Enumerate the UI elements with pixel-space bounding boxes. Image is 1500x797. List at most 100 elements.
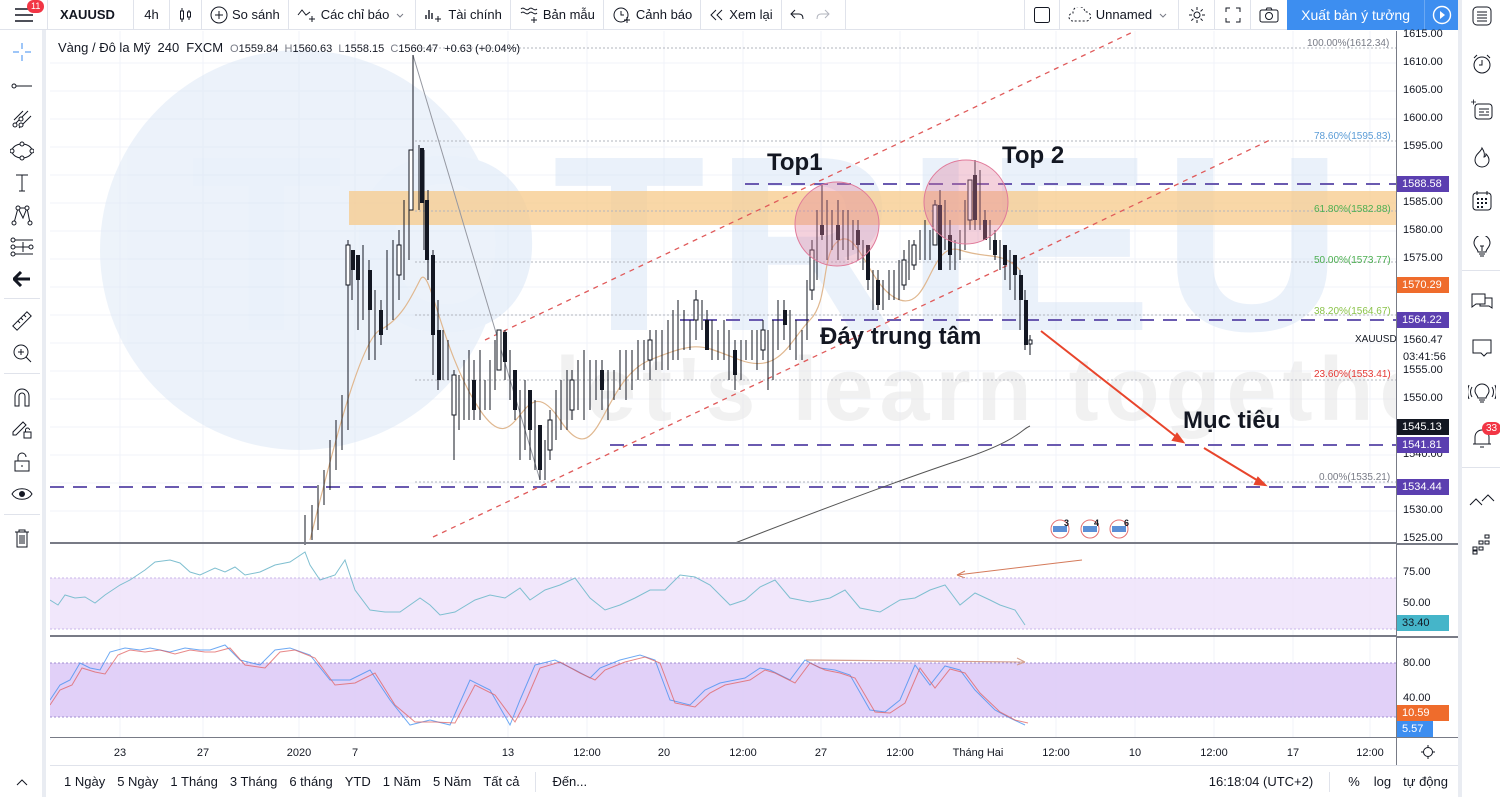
text-tool[interactable] xyxy=(10,171,34,195)
layout-widgets-button[interactable] xyxy=(1468,530,1496,558)
range-3m[interactable]: 3 Tháng xyxy=(229,774,278,789)
range-1d[interactable]: 1 Ngày xyxy=(64,774,106,789)
time-label: 12:00 xyxy=(886,747,914,759)
calendar-icon xyxy=(1472,191,1492,211)
range-5d[interactable]: 5 Ngày xyxy=(117,774,159,789)
pattern-icon xyxy=(11,205,33,226)
templates-icon xyxy=(520,7,538,23)
data-window-button[interactable] xyxy=(1468,96,1496,124)
icons-tool[interactable] xyxy=(10,267,34,291)
redo-icon[interactable] xyxy=(816,9,830,21)
hotlists-button[interactable] xyxy=(1468,143,1496,171)
chats-button[interactable] xyxy=(1468,288,1496,316)
price-axis[interactable]: 1615.00 1610.00 1605.00 1600.00 1595.00 … xyxy=(1355,28,1459,737)
watchlist-button[interactable] xyxy=(1468,2,1496,30)
annotation-top1[interactable]: Top1 xyxy=(767,149,823,176)
lightbulb-icon xyxy=(1473,236,1491,257)
pane-separator xyxy=(1397,543,1459,545)
chart-pane[interactable]: TOTRIEU let's learn together xyxy=(50,31,1396,737)
lock-drawings-button[interactable] xyxy=(10,450,34,474)
annotation-top2[interactable]: Top 2 xyxy=(1002,142,1065,169)
shapes-tool[interactable] xyxy=(10,139,34,163)
stay-in-drawing-mode[interactable] xyxy=(10,417,34,441)
prediction-tool[interactable] xyxy=(10,235,34,259)
layout-name-button[interactable]: Unnamed xyxy=(1060,0,1180,30)
undo-icon[interactable] xyxy=(789,9,804,21)
hide-drawings-button[interactable] xyxy=(10,482,34,506)
drawing-toolbar xyxy=(0,30,46,797)
alarm-clock-icon xyxy=(613,7,630,23)
chart-type-button[interactable] xyxy=(170,0,202,30)
time-label: 27 xyxy=(196,747,210,759)
time-label: 12:00 xyxy=(729,747,757,759)
goto-date-button[interactable]: Đến... xyxy=(552,774,588,789)
legend-interval: 240 xyxy=(157,40,180,55)
time-axis[interactable]: 23 27 2020 7 13 12:00 20 12:00 27 12:00 … xyxy=(50,737,1396,765)
trend-line-tool[interactable] xyxy=(10,74,34,98)
alerts-button[interactable] xyxy=(1468,50,1496,78)
range-5y[interactable]: 5 Năm xyxy=(433,774,472,789)
range-all[interactable]: Tất cả xyxy=(483,774,520,789)
annotation-target[interactable]: Mục tiêu xyxy=(1183,407,1281,434)
auto-scale-toggle[interactable]: tự động xyxy=(1403,774,1448,789)
interval-button[interactable]: 4h xyxy=(134,0,170,30)
templates-button[interactable]: Bản mẫu xyxy=(511,0,604,30)
private-chats-button[interactable] xyxy=(1468,334,1496,362)
top2-circle xyxy=(923,159,1009,245)
range-ytd[interactable]: YTD xyxy=(344,774,371,789)
price-label: 1600.00 xyxy=(1403,112,1443,124)
widget-bar: 33 xyxy=(1458,0,1500,797)
magnet-tool[interactable] xyxy=(10,385,34,409)
compare-button[interactable]: So sánh xyxy=(202,0,289,30)
patterns-tool[interactable] xyxy=(10,203,34,227)
zoom-tool[interactable] xyxy=(10,341,34,365)
camera-icon xyxy=(1259,7,1279,22)
alarm-clock-icon xyxy=(1473,54,1491,74)
ideas-button[interactable] xyxy=(1468,233,1496,261)
rsi-value-tag: 33.40 xyxy=(1397,615,1449,631)
symbol-search-button[interactable]: XAUUSD xyxy=(48,0,134,30)
snapshot-button[interactable] xyxy=(1251,0,1287,30)
toolbar-divider xyxy=(4,373,40,374)
streams-button[interactable] xyxy=(1468,380,1496,408)
range-6m[interactable]: 6 tháng xyxy=(289,774,333,789)
publish-video-button[interactable] xyxy=(1424,0,1458,30)
layout-select-button[interactable] xyxy=(1023,0,1060,30)
fib-label-0: 0.00%(1535.21) xyxy=(1319,472,1391,483)
annotation-neckline[interactable]: Đáy trung tâm xyxy=(820,323,982,350)
crosshair-tool[interactable] xyxy=(10,40,34,64)
bottom-toolbar: 1 Ngày 5 Ngày 1 Tháng 3 Tháng 6 tháng YT… xyxy=(50,765,1458,797)
publish-idea-button[interactable]: Xuất bản ý tưởng xyxy=(1287,0,1424,30)
level-tag-1541: 1541.81 xyxy=(1397,437,1449,453)
calendar-button[interactable] xyxy=(1468,187,1496,215)
replay-label: Xem lại xyxy=(729,7,773,22)
financials-label: Tài chính xyxy=(448,7,502,22)
alert-button[interactable]: Cảnh báo xyxy=(604,0,702,30)
range-1y[interactable]: 1 Năm xyxy=(382,774,422,789)
range-1m[interactable]: 1 Tháng xyxy=(170,774,218,789)
fullscreen-button[interactable] xyxy=(1215,0,1252,30)
time-label: 17 xyxy=(1286,747,1300,759)
collapse-panel-button[interactable] xyxy=(1468,486,1496,514)
log-scale-toggle[interactable]: log xyxy=(1373,774,1392,789)
remove-drawings-button[interactable] xyxy=(10,526,34,550)
event-count-3[interactable]: 6 xyxy=(1124,518,1130,528)
clock-timezone[interactable]: 16:18:04 (UTC+2) xyxy=(1208,774,1314,789)
main-menu-button[interactable]: 11 xyxy=(0,0,48,30)
replay-button[interactable]: Xem lại xyxy=(701,0,782,30)
event-count-2[interactable]: 4 xyxy=(1094,518,1100,528)
event-count-1[interactable]: 3 xyxy=(1064,518,1070,528)
chart-settings-button[interactable] xyxy=(1396,737,1458,765)
rsi-band xyxy=(50,578,1396,629)
collapse-toolbar-button[interactable] xyxy=(10,770,34,794)
percent-scale-toggle[interactable]: % xyxy=(1348,774,1360,789)
indicators-button[interactable]: Các chỉ báo xyxy=(289,0,417,30)
settings-button[interactable] xyxy=(1179,0,1216,30)
unlock-icon xyxy=(14,452,30,472)
cloud-icon xyxy=(1068,6,1091,21)
financials-button[interactable]: Tài chính xyxy=(416,0,511,30)
notifications-button[interactable]: 33 xyxy=(1468,422,1500,452)
fib-label-100: 100.00%(1612.34) xyxy=(1307,38,1390,49)
pitchfork-tool[interactable] xyxy=(10,107,34,131)
measure-tool[interactable] xyxy=(10,309,34,333)
